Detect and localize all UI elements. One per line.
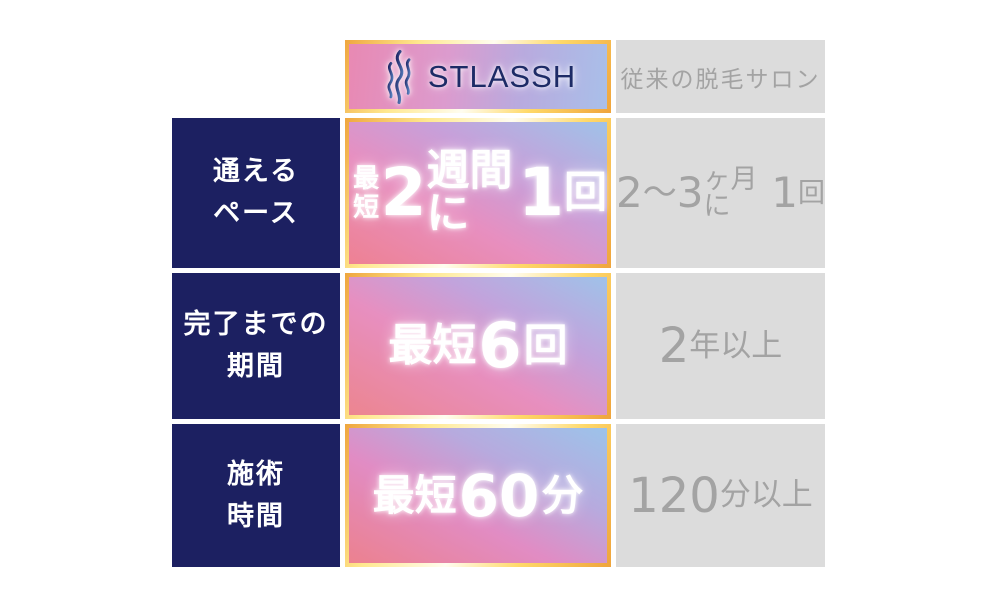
pace-prefix: 最短 [348, 164, 379, 222]
row-label-pace: 通える ペース [172, 118, 340, 268]
pace-number: 2 [616, 168, 643, 217]
time-number: 120 [628, 467, 720, 524]
row-label-line: 期間 [227, 351, 285, 382]
stlassh-time-cell: 最短 60 分 [345, 424, 611, 567]
competitor-header-cell: 従来の脱毛サロン [616, 40, 825, 113]
pace-number: 1 [518, 154, 564, 231]
competitor-duration-cell: 2 年以上 [616, 273, 825, 419]
pace-number: 2 [380, 154, 427, 231]
duration-unit: 年以上 [689, 327, 783, 364]
row-label-duration: 完了までの 期間 [172, 273, 340, 419]
stlassh-pace-cell: 最短 2 週間に 1 回 [345, 118, 611, 268]
row-label-line: 施術 [227, 458, 285, 490]
row-label-line: 時間 [227, 500, 285, 532]
pace-unit: 回 [798, 177, 825, 209]
stlassh-header-cell: STLASSH [345, 40, 611, 113]
duration-unit: 回 [523, 320, 568, 371]
competitor-pace-cell: 2 〜 3 ヶ月に 1 回 [616, 118, 825, 268]
time-prefix: 最短 [372, 470, 457, 520]
row-label-line: 通える [212, 156, 300, 188]
empty-corner-cell [172, 40, 340, 113]
pace-number: 1 [771, 168, 798, 217]
stlassh-duration-cell: 最短 6 回 [345, 273, 611, 419]
competitor-time-cell: 120 分以上 [616, 424, 825, 567]
stlassh-flame-icon [387, 49, 411, 104]
duration-prefix: 最短 [388, 320, 477, 371]
pace-number: 3 [676, 168, 704, 217]
row-label-line: ペース [213, 198, 299, 229]
stlassh-logo-text: STLASSH [427, 58, 577, 94]
duration-number: 2 [658, 318, 690, 374]
pace-unit: ヶ月に [703, 164, 758, 222]
time-unit: 分 [541, 470, 584, 520]
pace-unit: 回 [564, 167, 607, 218]
comparison-grid: STLASSH 従来の脱毛サロン 通える ペース 最短 2 週間に 1 回 2 … [172, 40, 825, 567]
time-unit: 分以上 [719, 477, 813, 513]
time-number: 60 [458, 461, 540, 530]
pace-unit: 週間に [426, 146, 513, 239]
row-label-line: 完了までの [183, 309, 329, 341]
pace-tilde: 〜 [642, 173, 677, 213]
duration-number: 6 [478, 309, 522, 382]
row-label-time: 施術 時間 [172, 424, 340, 567]
competitor-header-label: 従来の脱毛サロン [620, 66, 821, 93]
